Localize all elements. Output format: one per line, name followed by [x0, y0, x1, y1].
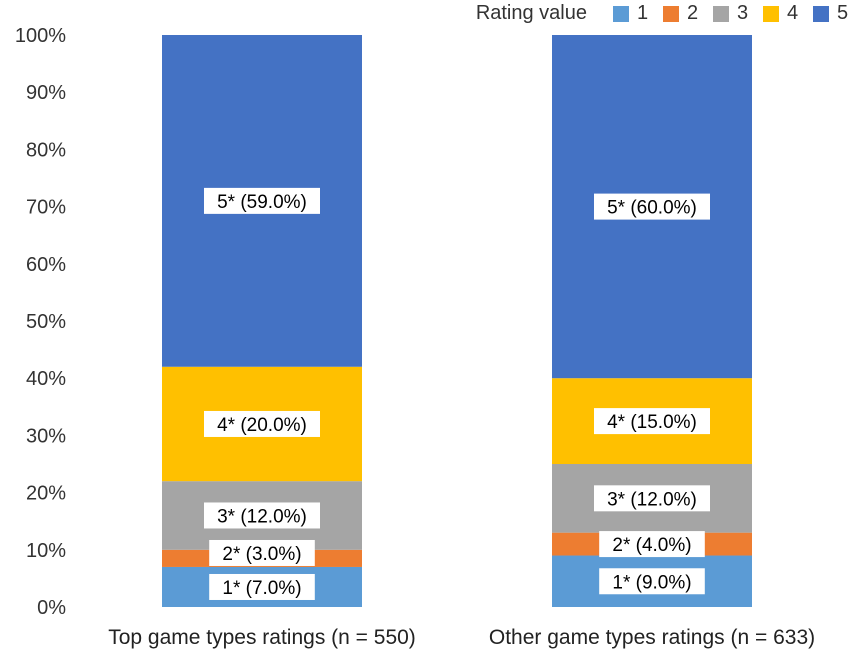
legend-item-label: 5: [837, 2, 848, 24]
x-axis-categories: Top game types ratings (n = 550) Other ga…: [108, 626, 815, 649]
legend-item-label: 3: [737, 2, 748, 24]
category-label: Top game types ratings (n = 550): [108, 626, 416, 649]
data-label: 4* (15.0%): [607, 412, 697, 433]
data-label-box: [204, 187, 320, 214]
data-label-box: [209, 539, 315, 566]
data-label: 2* (4.0%): [612, 535, 691, 556]
data-label: 3* (12.0%): [607, 489, 697, 510]
y-tick-label: 80%: [26, 139, 66, 161]
y-tick-label: 20%: [26, 483, 66, 505]
y-tick-label: 70%: [26, 197, 66, 219]
data-label-box: [599, 568, 705, 595]
data-label: 5* (59.0%): [217, 192, 307, 213]
y-axis: 0% 10% 20% 30% 40% 50% 60% 70% 80% 90% 100%: [15, 25, 66, 619]
legend-swatch-3: [713, 6, 729, 22]
y-tick-label: 90%: [26, 82, 66, 104]
legend-item-label: 1: [637, 2, 648, 24]
y-tick-label: 60%: [26, 254, 66, 276]
y-tick-label: 10%: [26, 540, 66, 562]
y-tick-label: 0%: [37, 597, 66, 619]
legend-swatch-2: [663, 6, 679, 22]
data-label: 1* (7.0%): [222, 578, 301, 599]
data-label-box: [204, 410, 320, 437]
legend-item-label: 2: [687, 2, 698, 24]
data-label: 3* (12.0%): [217, 506, 307, 527]
data-label: 5* (60.0%): [607, 198, 697, 219]
data-label: 1* (9.0%): [612, 572, 691, 593]
data-label-box: [599, 531, 705, 558]
data-label: 2* (3.0%): [222, 544, 301, 565]
y-tick-label: 40%: [26, 368, 66, 390]
y-tick-label: 50%: [26, 311, 66, 333]
legend-title: Rating value: [476, 2, 587, 24]
legend-swatch-5: [813, 6, 829, 22]
data-label-box: [594, 485, 710, 512]
data-label-box: [204, 502, 320, 529]
legend-item-label: 4: [787, 2, 798, 24]
legend: Rating value 1 2 3 4 5: [476, 2, 848, 24]
data-labels-group: 1* (7.0%) 2* (3.0%) 3* (12.0%) 4* (20.0%) 5*…: [204, 187, 710, 600]
data-label-box: [594, 193, 710, 220]
y-tick-label: 30%: [26, 425, 66, 447]
y-tick-label: 100%: [15, 25, 66, 47]
category-label: Other game types ratings (n = 633): [489, 626, 815, 649]
data-label-box: [594, 408, 710, 435]
legend-swatch-1: [613, 6, 629, 22]
data-label-box: [209, 573, 315, 600]
legend-swatch-4: [763, 6, 779, 22]
data-label: 4* (20.0%): [217, 415, 307, 436]
